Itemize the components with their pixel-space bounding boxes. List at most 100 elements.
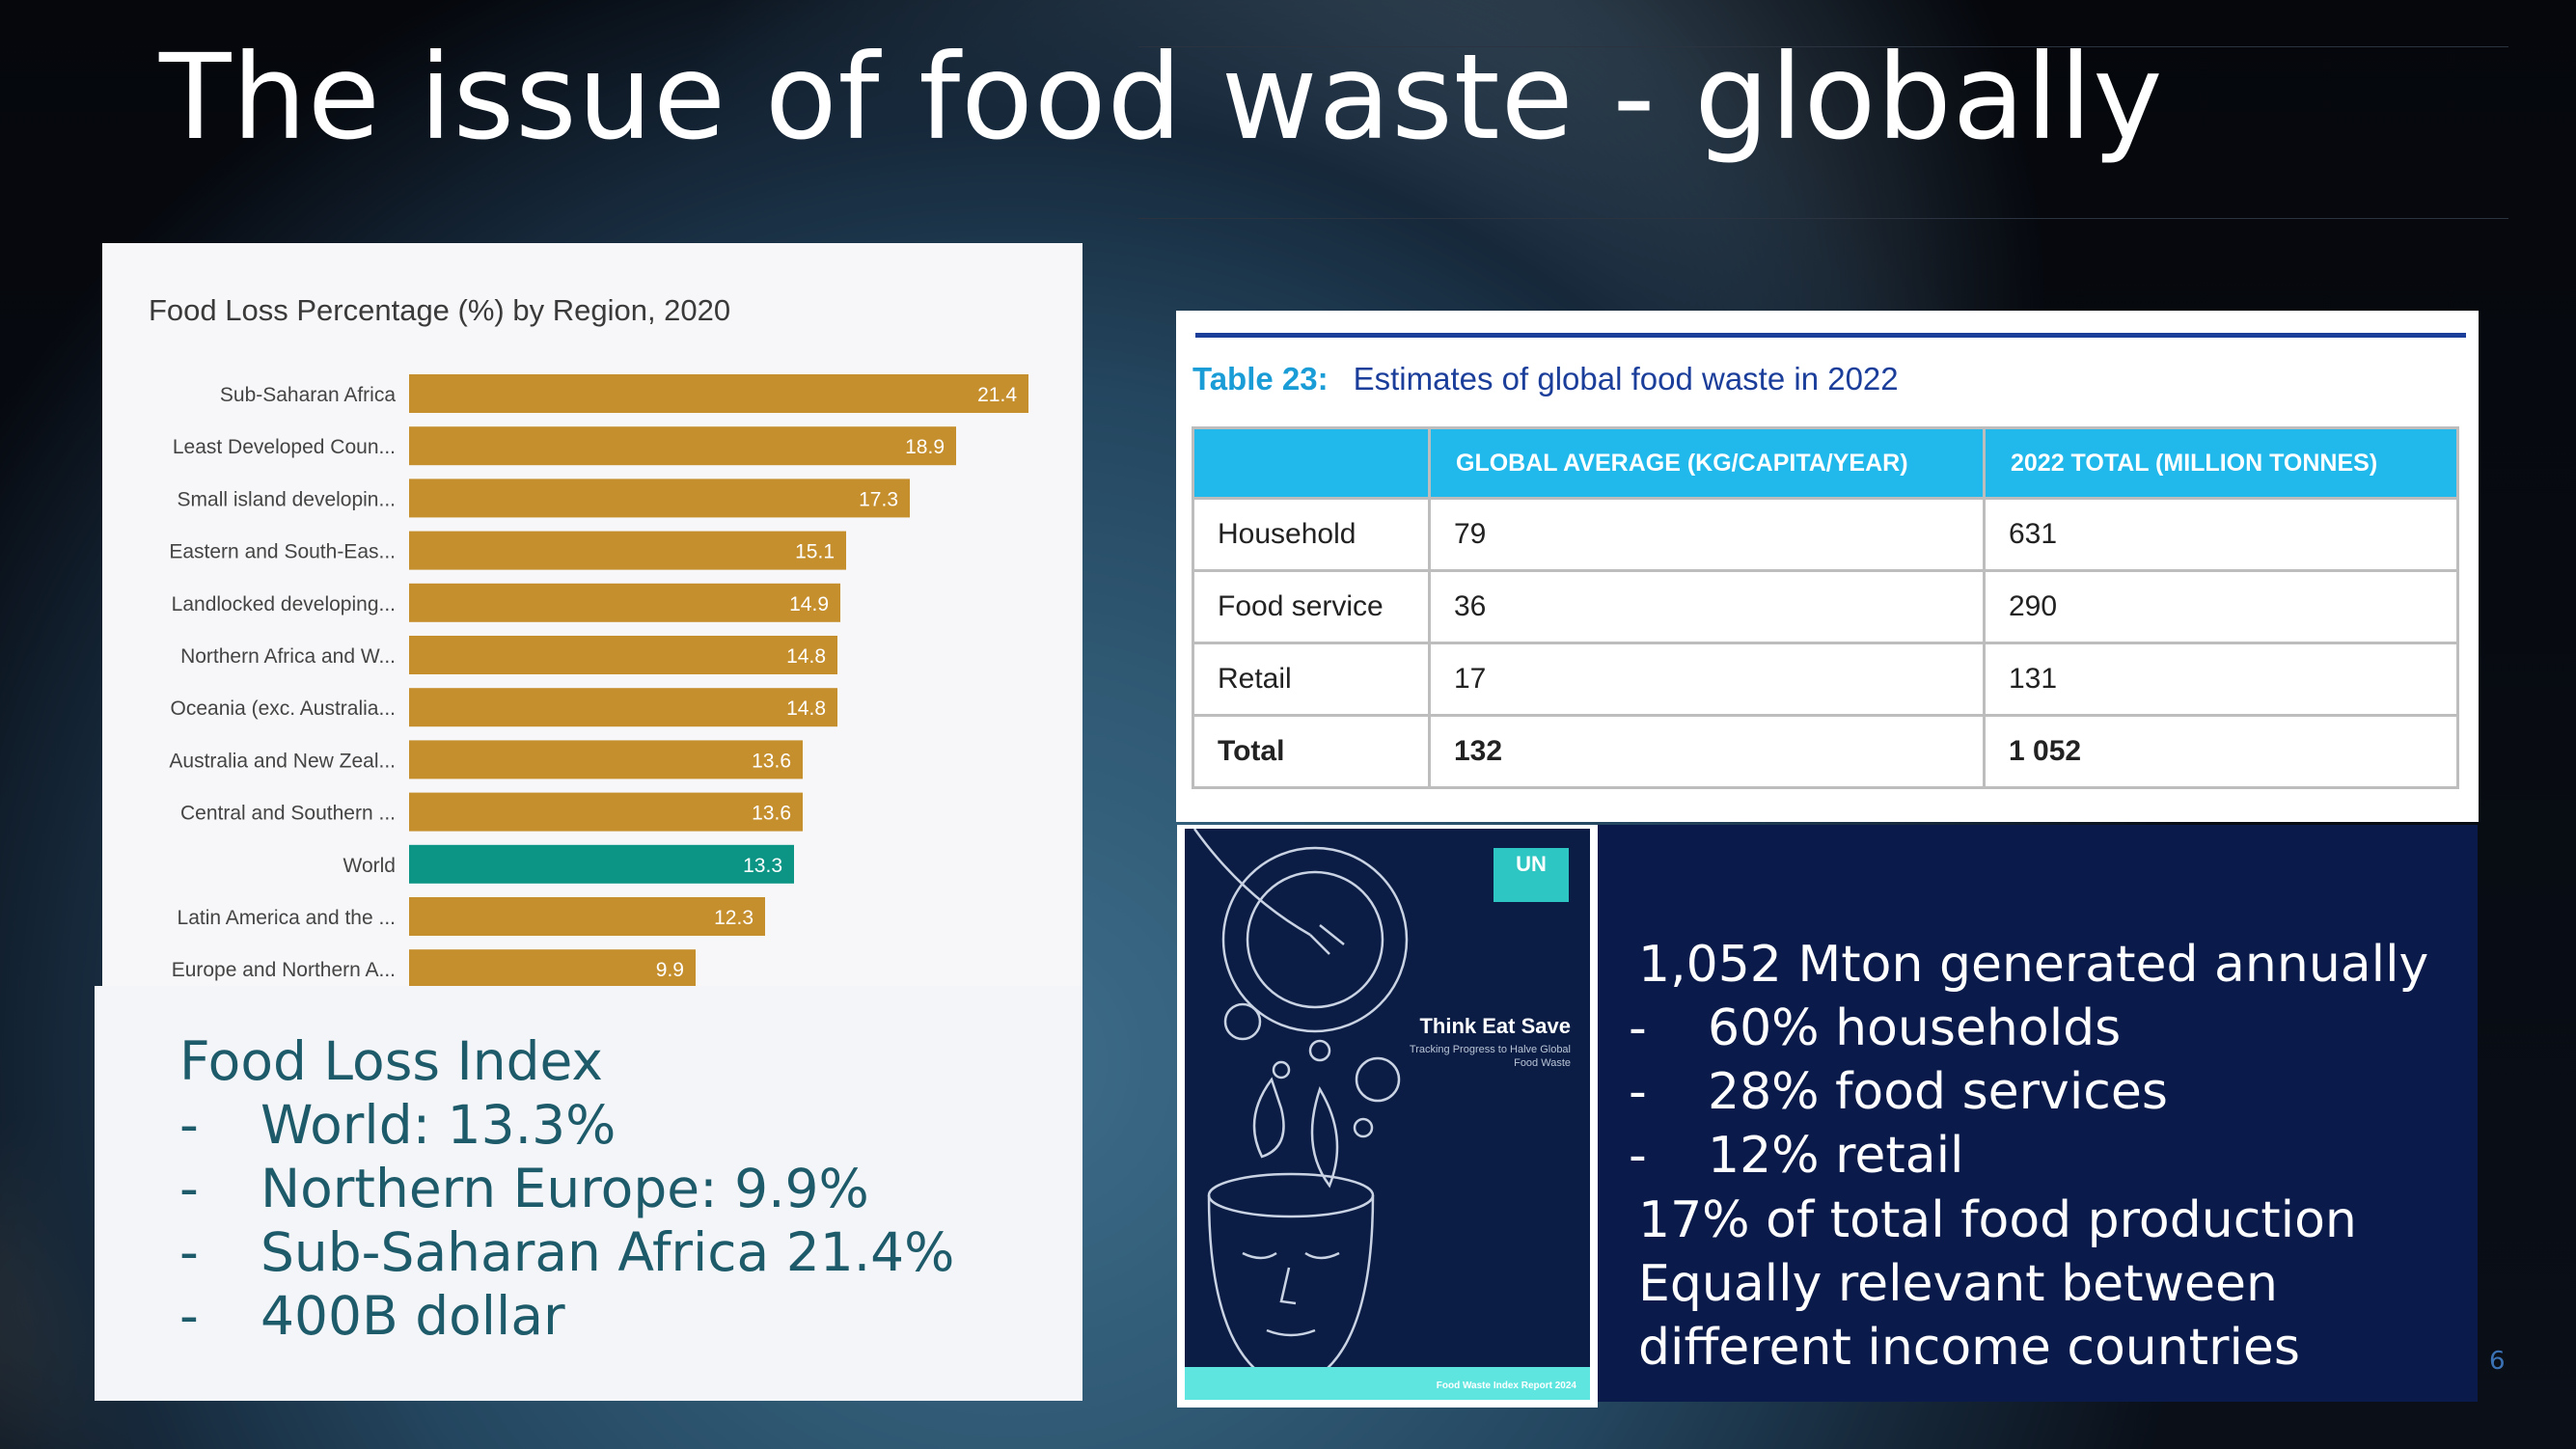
plate-inner <box>1246 870 1384 1009</box>
table-header-cell <box>1192 426 1431 500</box>
index-item-world: - World: 13.3% <box>179 1094 616 1156</box>
bar <box>409 583 840 622</box>
bar-value-label: 14.9 <box>789 593 829 615</box>
food-waste-table: GLOBAL AVERAGE (KG/CAPITA/YEAR) 2022 TOT… <box>1192 426 2459 789</box>
category-label: Sub-Saharan Africa <box>220 384 396 406</box>
report-title: Think Eat Save <box>1419 1014 1571 1038</box>
leaf <box>1310 1086 1339 1189</box>
index-item-dollar: -400B dollar <box>179 1285 565 1347</box>
bar-value-label: 13.6 <box>752 750 791 772</box>
food-loss-bar-chart: Sub-Saharan Africa 21.4 Least Developed Co… <box>169 374 1028 986</box>
index-item-text: Sub-Saharan Africa 21.4% <box>260 1221 955 1283</box>
bullet-dash: - <box>1629 1127 1647 1185</box>
stats-item-retail: - 12% retail <box>1629 1127 1963 1185</box>
table-total-row: Total 132 1 052 <box>1192 714 2459 789</box>
bar <box>409 478 910 518</box>
bar-value-label: 9.9 <box>656 959 684 981</box>
table-number: Table 23: <box>1192 361 1329 396</box>
table-cell: 1 052 <box>1983 714 2459 789</box>
stats-item-households: - 60% households <box>1629 999 2121 1057</box>
bar-value-label: 13.3 <box>743 855 782 877</box>
bar <box>409 844 794 884</box>
bullet-dash: - <box>179 1094 199 1156</box>
title-rule <box>1138 218 2508 219</box>
top-rule <box>1138 46 2508 47</box>
category-label: Europe and Northern A... <box>172 959 396 981</box>
food-waste-table-panel: Table 23: Estimates of global food waste … <box>1176 311 2479 822</box>
chart-title: Food Loss Percentage (%) by Region, 2020 <box>149 293 731 327</box>
stats-line-relevant: Equally relevant between <box>1638 1255 2278 1313</box>
bar <box>409 374 1028 413</box>
table-cell: 131 <box>1983 642 2459 717</box>
bar <box>409 949 696 986</box>
category-label: Oceania (exc. Australia... <box>171 697 396 720</box>
food-loss-chart-panel: Food Loss Percentage (%) by Region, 2020… <box>102 243 1082 986</box>
stats-line-production: 17% of total food production <box>1638 1191 2357 1249</box>
table-cell: 290 <box>1983 569 2459 644</box>
page-number: 6 <box>2489 1347 2506 1376</box>
bullet-dash: - <box>1629 999 1647 1057</box>
table-cell: 79 <box>1428 497 1986 572</box>
bar <box>409 740 803 779</box>
category-label: Small island developin... <box>178 488 396 510</box>
table-cell: 132 <box>1428 714 1986 789</box>
index-item-sub-saharan: - Sub-Saharan Africa 21.4% <box>179 1221 954 1283</box>
bar-value-label: 15.1 <box>795 541 835 563</box>
stats-headline: 1,052 Mton generated annually <box>1638 936 2429 994</box>
stats-item-text: 28% food services <box>1708 1063 2168 1121</box>
table-cell: 631 <box>1983 497 2459 572</box>
stats-item-text: 12% retail <box>1708 1127 1964 1185</box>
bar-value-label: 14.8 <box>786 697 826 720</box>
table-row: Food service 36 290 <box>1192 569 2459 644</box>
bar-value-label: 18.9 <box>905 436 945 458</box>
table-cell: Household <box>1192 497 1431 572</box>
stats-line-income: different income countries <box>1638 1319 2300 1377</box>
table-top-rule <box>1195 333 2466 338</box>
food-circle <box>1223 1002 1262 1041</box>
table-cell: 17 <box>1428 642 1986 717</box>
report-footer-text: Food Waste Index Report 2024 <box>1436 1381 1576 1391</box>
fork <box>1309 924 1345 955</box>
closed-eyes <box>1242 1251 1340 1260</box>
index-item-northern-europe: - Northern Europe: 9.9% <box>179 1158 869 1219</box>
bullet-dash: - <box>179 1158 199 1219</box>
plate-outer <box>1221 846 1409 1033</box>
report-cover: UN Think Eat Save Tracking Progress to H… <box>1185 829 1590 1400</box>
bar-value-label: 17.3 <box>859 488 898 510</box>
carrot <box>1252 1077 1285 1159</box>
cover-footer-bar <box>1185 1367 1590 1400</box>
bullet-dash: - <box>1629 1063 1647 1121</box>
table-caption: Table 23: Estimates of global food waste … <box>1192 361 1899 397</box>
hand-arm <box>1192 829 1311 937</box>
table-cell: Total <box>1192 714 1431 789</box>
bar-value-label: 21.4 <box>977 384 1017 406</box>
table-header-cell: GLOBAL AVERAGE (KG/CAPITA/YEAR) <box>1428 426 1986 500</box>
table-cell: Retail <box>1192 642 1431 717</box>
bullet-dash: - <box>179 1221 199 1283</box>
table-header-row: GLOBAL AVERAGE (KG/CAPITA/YEAR) 2022 TOT… <box>1192 426 2459 500</box>
report-subtitle: Tracking Progress to Halve Global Food W… <box>1409 1044 1571 1069</box>
stats-item-food-services: - 28% food services <box>1629 1063 2168 1121</box>
category-label: Central and Southern ... <box>180 803 396 825</box>
table-cell: 36 <box>1428 569 1986 644</box>
category-label: World <box>343 855 396 877</box>
cover-illustration <box>1192 829 1409 1390</box>
index-item-text: Northern Europe: 9.9% <box>260 1158 869 1219</box>
category-label: Northern Africa and W... <box>180 645 396 668</box>
slide-title: The issue of food waste - globally <box>159 29 2164 166</box>
table-cell: Food service <box>1192 569 1431 644</box>
table-row: Household 79 631 <box>1192 497 2459 572</box>
category-label: Least Developed Coun... <box>173 436 396 458</box>
bar-value-label: 12.3 <box>714 907 754 929</box>
food-waste-stats-panel: 1,052 Mton generated annually - 60% house… <box>1598 825 2478 1402</box>
table-row: Retail 17 131 <box>1192 642 2459 717</box>
head-top <box>1207 1172 1375 1218</box>
citrus-slice <box>1355 1056 1401 1103</box>
category-label: Australia and New Zeal... <box>169 750 396 772</box>
head-outline <box>1207 1194 1375 1390</box>
bullet-dash: - <box>179 1285 199 1347</box>
index-item-text: World: 13.3% <box>260 1094 617 1156</box>
category-label: Landlocked developing... <box>172 593 396 615</box>
food-loss-index-panel: Food Loss Index - World: 13.3% - Northern … <box>95 986 1082 1401</box>
